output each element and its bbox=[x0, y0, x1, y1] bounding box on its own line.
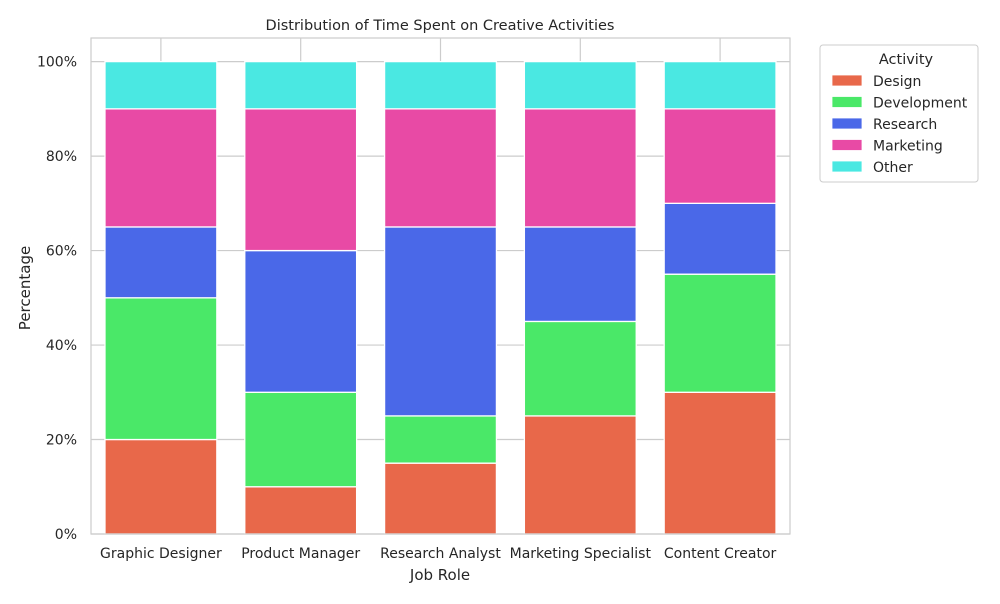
bar-other-1 bbox=[104, 60, 218, 110]
y-tick-label: 0% bbox=[55, 527, 77, 543]
x-axis-ticks: Graphic Designer Product Manager Research … bbox=[100, 546, 776, 562]
x-tick-label: Graphic Designer bbox=[100, 546, 222, 562]
legend-label-other: Other bbox=[873, 160, 913, 176]
legend-label-research: Research bbox=[873, 117, 937, 133]
x-tick-label: Marketing Specialist bbox=[510, 546, 652, 562]
bar-other-3 bbox=[383, 60, 498, 110]
legend-label-development: Development bbox=[873, 96, 968, 112]
bar-marketing-2 bbox=[244, 108, 358, 252]
legend: Activity Design Development Research Market… bbox=[819, 44, 979, 183]
bar-research-4 bbox=[523, 226, 637, 323]
legend-title: Activity bbox=[879, 52, 934, 68]
bar-design-1 bbox=[104, 438, 218, 535]
bar-design-3 bbox=[383, 462, 498, 535]
x-tick-label: Content Creator bbox=[664, 546, 777, 562]
legend-items: Design Development Research Marketing Other bbox=[831, 74, 968, 176]
legend-label-design: Design bbox=[873, 74, 921, 90]
bars bbox=[104, 60, 777, 535]
bar-development-5 bbox=[663, 273, 777, 393]
bar-other-4 bbox=[523, 60, 637, 110]
bar-other-5 bbox=[663, 60, 777, 110]
bar-marketing-4 bbox=[523, 108, 637, 228]
bar-development-4 bbox=[523, 320, 637, 417]
bar-development-1 bbox=[104, 297, 218, 441]
x-tick-label: Product Manager bbox=[241, 546, 360, 562]
legend-swatch-marketing bbox=[831, 139, 863, 151]
bar-design-2 bbox=[244, 486, 358, 535]
bar-marketing-1 bbox=[104, 108, 218, 228]
legend-swatch-design bbox=[831, 74, 863, 87]
legend-swatch-research bbox=[831, 117, 863, 130]
bar-marketing-5 bbox=[663, 108, 777, 204]
legend-swatch-other bbox=[831, 160, 863, 173]
bar-other-2 bbox=[244, 60, 358, 110]
y-tick-label: 40% bbox=[46, 338, 77, 354]
bar-development-3 bbox=[383, 415, 498, 464]
legend-swatch-development bbox=[831, 96, 863, 108]
y-axis-label: Percentage bbox=[16, 246, 34, 330]
chart-title: Distribution of Time Spent on Creative A… bbox=[266, 18, 615, 34]
legend-label-marketing: Marketing bbox=[873, 139, 943, 155]
x-tick-label: Research Analyst bbox=[380, 546, 501, 562]
bar-research-3 bbox=[383, 226, 498, 417]
y-tick-label: 20% bbox=[46, 433, 77, 449]
y-tick-label: 80% bbox=[46, 149, 77, 165]
x-axis-label: Job Role bbox=[409, 566, 470, 584]
bar-design-4 bbox=[523, 415, 637, 535]
bar-research-2 bbox=[244, 249, 358, 393]
bar-development-2 bbox=[244, 391, 358, 488]
y-axis-ticks: 0% 20% 40% 60% 80% 100% bbox=[37, 55, 77, 543]
y-tick-label: 100% bbox=[37, 55, 77, 71]
bar-marketing-3 bbox=[383, 108, 498, 228]
bar-research-1 bbox=[104, 226, 218, 299]
bar-research-5 bbox=[663, 202, 777, 275]
bar-design-5 bbox=[663, 391, 777, 535]
plot-frame bbox=[90, 37, 791, 535]
y-tick-label: 60% bbox=[46, 244, 77, 260]
